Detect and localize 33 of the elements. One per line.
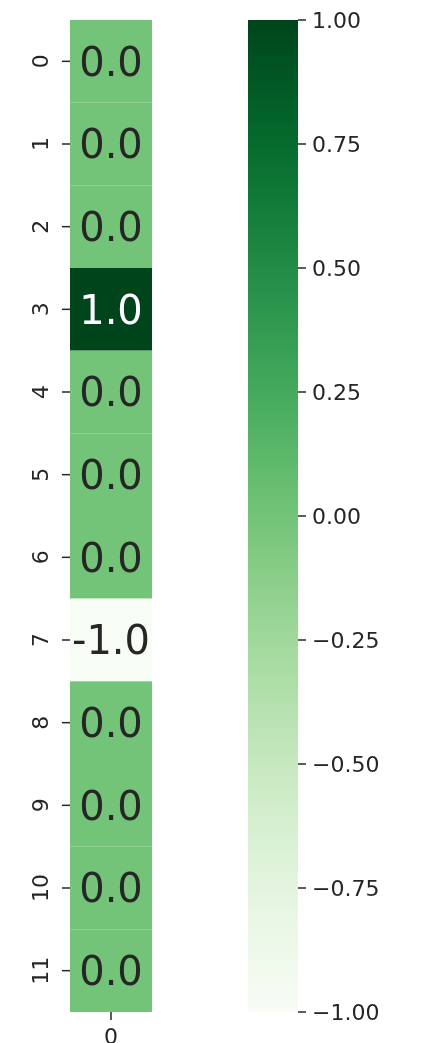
y-tick-label: 10 [27, 874, 53, 902]
y-tick-label: 1 [27, 137, 53, 151]
y-tick-label: 2 [27, 219, 53, 234]
y-tick-label: 6 [27, 550, 53, 565]
color-bar-label: 0.25 [312, 379, 361, 405]
color-bar-label: 1.00 [312, 7, 361, 33]
color-bar-label: 0.75 [312, 131, 361, 157]
y-tick-label: 8 [27, 715, 53, 730]
data-label: -1.0 [71, 617, 151, 664]
color-bar-label: 0.00 [312, 503, 361, 529]
data-label: 0.0 [79, 700, 143, 747]
y-tick-label: 0 [27, 54, 53, 69]
data-label: 0.0 [79, 369, 143, 416]
y-tick-label: 4 [27, 385, 53, 399]
color-bar-label: 0.50 [312, 255, 361, 281]
data-label: 0.0 [79, 948, 143, 995]
color-bar-label: −0.75 [312, 875, 380, 901]
data-label: 0.0 [79, 121, 143, 168]
data-label: 0.0 [79, 38, 143, 85]
y-tick-label: 11 [27, 956, 53, 985]
color-bar-label: −0.50 [312, 751, 380, 777]
data-label: 0.0 [79, 782, 143, 829]
y-tick-label: 9 [27, 798, 53, 813]
color-bar-label: −1.00 [312, 999, 380, 1025]
data-label: 0.0 [79, 534, 143, 581]
data-label: 1.0 [79, 286, 143, 333]
y-tick-label: 5 [27, 467, 53, 482]
data-label: 0.0 [79, 865, 143, 912]
data-label: 0.0 [79, 204, 143, 251]
y-tick-label: 7 [27, 633, 53, 647]
y-tick-label: 3 [27, 302, 53, 317]
color-bar-label: −0.25 [312, 627, 380, 653]
data-label: 0.0 [79, 452, 143, 499]
